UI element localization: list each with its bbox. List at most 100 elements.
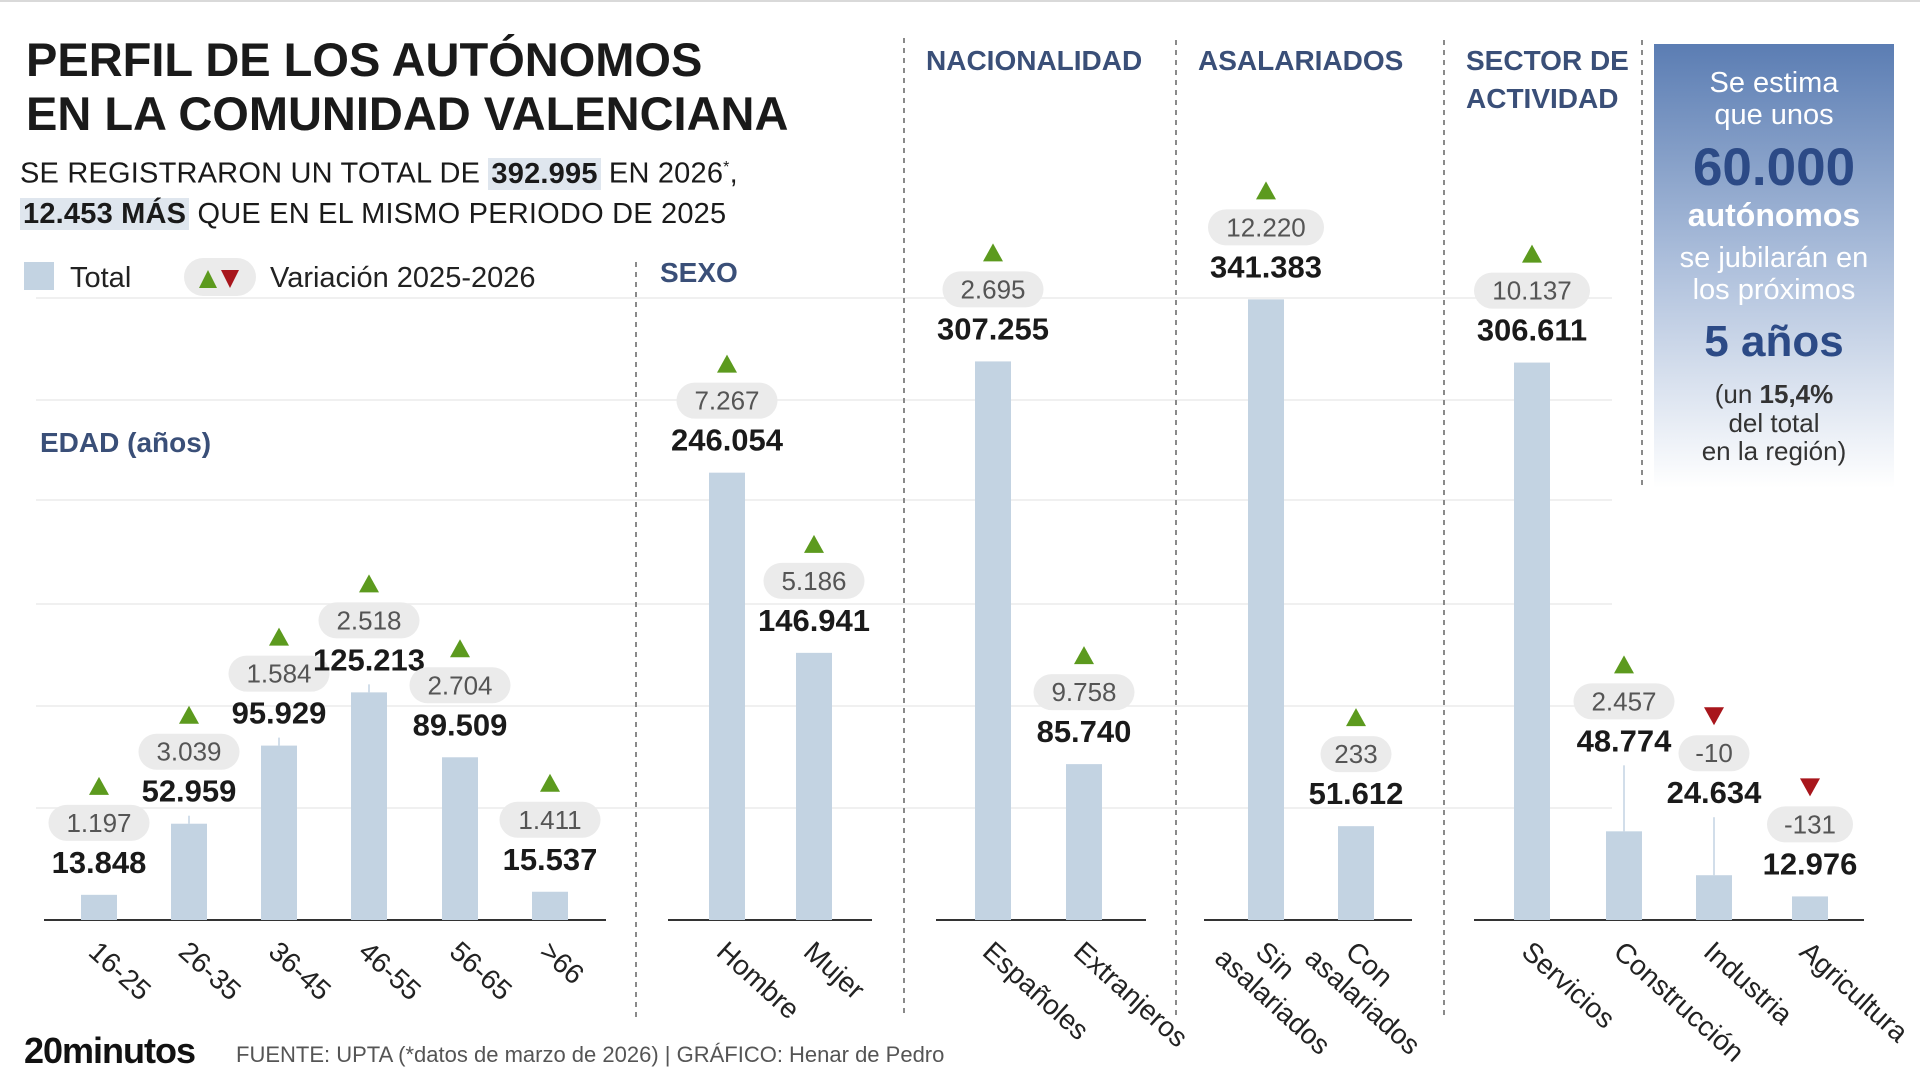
variation-label: 1.197 xyxy=(66,808,131,838)
variation-label: 10.137 xyxy=(1492,276,1572,306)
callout-years: 5 años xyxy=(1704,317,1843,366)
panel-title-line: ACTIVIDAD xyxy=(1466,83,1618,114)
variation-label: 1.411 xyxy=(518,805,581,835)
title-line-1: PERFIL DE LOS AUTÓNOMOS xyxy=(26,33,702,86)
value-label: 24.634 xyxy=(1667,775,1763,810)
variation-badge xyxy=(1573,683,1675,720)
callout-percent-value: 15,4% xyxy=(1760,379,1834,409)
up-arrow-icon xyxy=(1614,655,1634,674)
source-note: FUENTE: UPTA (*datos de marzo de 2026) |… xyxy=(236,1042,944,1067)
variation-badge xyxy=(1474,272,1590,309)
variation-badge xyxy=(138,733,240,770)
value-label: 15.537 xyxy=(503,842,598,877)
separators xyxy=(635,38,1643,1018)
category-label: 16-25 xyxy=(83,935,157,1006)
value-label: 146.941 xyxy=(758,603,870,638)
category-label: Hombre xyxy=(711,935,806,1025)
bar xyxy=(1066,764,1102,920)
variation-label: 2.704 xyxy=(427,670,492,700)
panel-title: SECTOR DE ACTIVIDAD xyxy=(1466,45,1629,114)
callout-bold-word: autónomos xyxy=(1688,197,1860,233)
value-label: 48.774 xyxy=(1577,723,1673,758)
bar xyxy=(1792,896,1828,920)
up-arrow-icon xyxy=(179,705,199,724)
value-label: 125.213 xyxy=(313,642,425,677)
bar xyxy=(1514,362,1550,921)
variation-label: 2.457 xyxy=(1591,686,1656,716)
variation-badge xyxy=(1208,209,1324,246)
subtitle-text-2: EN 2026 xyxy=(600,157,724,190)
value-label: 51.612 xyxy=(1309,776,1404,811)
variation-badge xyxy=(1678,735,1750,772)
callout-line-3: se jubilarán en xyxy=(1680,242,1869,274)
callout-line-5: del total xyxy=(1728,408,1819,438)
increase-highlight: 12.453 MÁS xyxy=(20,197,190,230)
up-arrow-icon xyxy=(1074,646,1094,665)
value-label: 89.509 xyxy=(413,707,508,742)
bar xyxy=(532,891,568,920)
callout-box: Se estima que unos 60.000 autónomos se j… xyxy=(1654,44,1894,488)
up-arrow-icon xyxy=(1256,181,1276,200)
category-label: >66 xyxy=(534,935,590,990)
panel-3: ASALARIADOS341.38312.220Sinasalariados51… xyxy=(1198,45,1426,1061)
callout-percent-prefix: (un xyxy=(1715,379,1760,409)
down-arrow-icon xyxy=(1800,778,1820,797)
value-label: 85.740 xyxy=(1037,714,1132,749)
panel-title: EDAD (años) xyxy=(40,427,211,458)
down-arrow-icon xyxy=(1704,707,1724,726)
up-arrow-icon xyxy=(540,773,560,792)
category-label: Servicios xyxy=(1516,935,1621,1034)
up-arrow-icon xyxy=(804,534,824,553)
value-label: 12.976 xyxy=(1763,846,1858,881)
footer: 20minutos FUENTE: UPTA (*datos de marzo … xyxy=(24,1030,944,1071)
panel-title: SEXO xyxy=(660,257,738,288)
value-label: 52.959 xyxy=(142,774,237,809)
total-highlight: 392.995 xyxy=(488,157,601,190)
up-arrow-icon xyxy=(199,270,217,288)
up-arrow-icon xyxy=(1522,244,1542,263)
category-label: 36-45 xyxy=(263,935,337,1006)
variation-badge xyxy=(763,562,865,599)
legend-total-label: Total xyxy=(70,262,131,294)
variation-badge xyxy=(318,602,420,639)
value-label: 341.383 xyxy=(1210,249,1322,284)
bar xyxy=(351,692,387,920)
variation-label: -10 xyxy=(1695,738,1733,768)
category-label: 56-65 xyxy=(444,935,518,1006)
up-arrow-icon xyxy=(717,354,737,373)
variation-label: 12.220 xyxy=(1226,212,1306,242)
variation-label: 1.584 xyxy=(246,659,311,689)
title-line-2: EN LA COMUNIDAD VALENCIANA xyxy=(26,87,788,140)
bar xyxy=(261,745,297,920)
variation-label: 7.267 xyxy=(694,386,759,416)
value-label: 95.929 xyxy=(232,696,327,731)
panel-title: ASALARIADOS xyxy=(1198,45,1403,76)
panel-0: EDAD (años) 13.848 1.197 16-25 52.959 3.039 26… xyxy=(40,427,606,1006)
subtitle-line-2: 12.453 MÁS QUE EN EL MISMO PERIODO DE 20… xyxy=(20,194,738,234)
up-arrow-icon xyxy=(359,574,379,593)
callout-line-4: los próximos xyxy=(1693,274,1856,306)
bar xyxy=(81,894,117,920)
variation-label: 3.039 xyxy=(156,737,221,767)
bar xyxy=(975,361,1011,920)
subtitle-line-1: SE REGISTRARON UN TOTAL DE 392.995 EN 20… xyxy=(20,148,738,194)
panel-1: SEXO 246.054 7.267 Hombre 146.941 5.186 Mujer xyxy=(660,257,872,1025)
subtitle-comma: , xyxy=(729,157,738,190)
value-label: 13.848 xyxy=(52,845,147,880)
value-label: 246.054 xyxy=(671,423,784,458)
legend-variation-badge xyxy=(184,258,256,296)
bar xyxy=(1338,826,1374,920)
variation-badge xyxy=(942,271,1044,308)
variation-badge xyxy=(228,655,330,692)
callout-line-2: que unos xyxy=(1714,99,1833,131)
legend-total-swatch xyxy=(24,262,54,290)
callout-line-6: en la región) xyxy=(1702,436,1847,466)
legend-variation-label: Variación 2025-2026 xyxy=(270,262,536,294)
variation-badge xyxy=(1320,736,1392,773)
brand-logo: 20minutos xyxy=(24,1030,195,1071)
variation-badge xyxy=(499,801,601,838)
bar xyxy=(796,652,832,920)
chart-panels: EDAD (años) 13.848 1.197 16-25 52.959 3.039 26… xyxy=(40,45,1915,1068)
up-arrow-icon xyxy=(89,776,109,795)
